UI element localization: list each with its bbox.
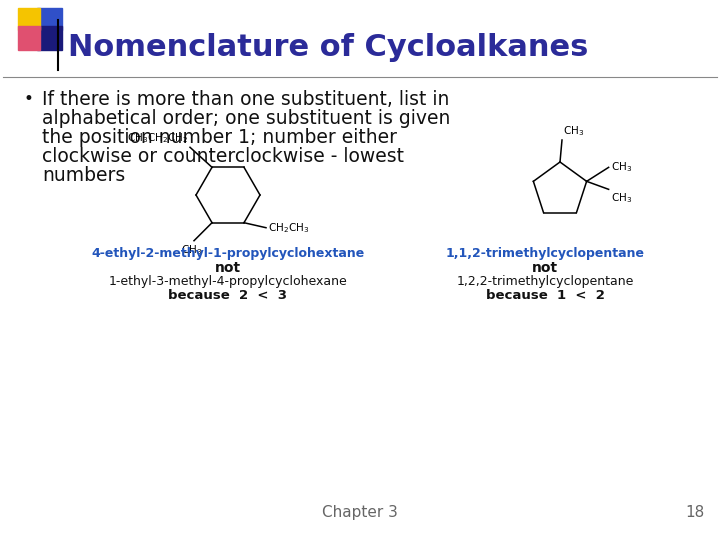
Text: $\mathregular{CH_2CH_3}$: $\mathregular{CH_2CH_3}$: [268, 221, 310, 234]
Text: 4-ethyl-2-methyl-1-propylcyclohextane: 4-ethyl-2-methyl-1-propylcyclohextane: [91, 247, 364, 260]
Text: Chapter 3: Chapter 3: [322, 505, 398, 520]
Bar: [37, 26, 62, 50]
Bar: [37, 8, 62, 30]
Text: because  2  <  3: because 2 < 3: [168, 289, 287, 302]
Bar: [18, 26, 40, 50]
Text: •: •: [23, 90, 33, 108]
Text: not: not: [215, 261, 241, 275]
Text: If there is more than one substituent, list in: If there is more than one substituent, l…: [42, 90, 449, 109]
Text: numbers: numbers: [42, 166, 125, 185]
Text: Nomenclature of Cycloalkanes: Nomenclature of Cycloalkanes: [68, 33, 588, 63]
Text: $\mathregular{CH_3CH_2CH_2}$: $\mathregular{CH_3CH_2CH_2}$: [127, 131, 188, 145]
Text: not: not: [532, 261, 558, 275]
Text: $\mathregular{CH_3}$: $\mathregular{CH_3}$: [611, 191, 632, 205]
Text: $\mathregular{CH_3}$: $\mathregular{CH_3}$: [611, 160, 632, 174]
Text: because  1  <  2: because 1 < 2: [485, 289, 604, 302]
Text: 1,2,2-trimethylcyclopentane: 1,2,2-trimethylcyclopentane: [456, 275, 634, 288]
Text: $\mathregular{CH_3}$: $\mathregular{CH_3}$: [181, 242, 202, 256]
Text: 1-ethyl-3-methyl-4-propylcyclohexane: 1-ethyl-3-methyl-4-propylcyclohexane: [109, 275, 347, 288]
Text: 18: 18: [685, 505, 705, 520]
Bar: [18, 8, 40, 30]
Text: the position number 1; number either: the position number 1; number either: [42, 128, 397, 147]
Text: alphabetical order; one substituent is given: alphabetical order; one substituent is g…: [42, 109, 451, 128]
Text: $\mathregular{CH_3}$: $\mathregular{CH_3}$: [563, 124, 584, 138]
Text: 1,1,2-trimethylcyclopentane: 1,1,2-trimethylcyclopentane: [446, 247, 644, 260]
Text: clockwise or counterclockwise - lowest: clockwise or counterclockwise - lowest: [42, 147, 404, 166]
